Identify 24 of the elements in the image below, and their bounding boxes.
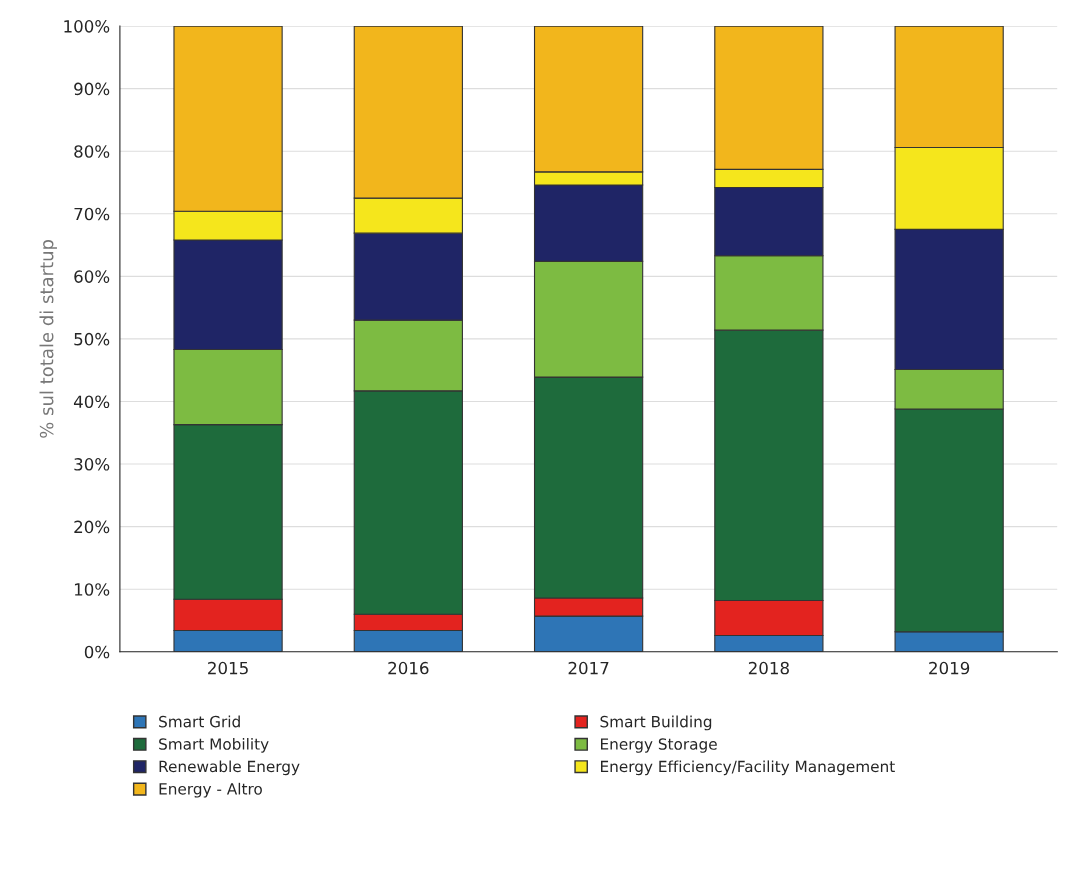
x-tick-label: 2018	[748, 661, 789, 675]
legend-label: Renewable Energy	[159, 760, 300, 776]
y-tick-label: 80%	[74, 145, 110, 158]
y-tick-label: 90%	[74, 82, 110, 96]
y-tick-label: 60%	[74, 270, 110, 283]
y-tick-label: 50%	[74, 332, 110, 346]
legend-label: Energy Storage	[601, 738, 717, 753]
y-tick-label: 0%	[84, 645, 110, 659]
y-tick-label: 100%	[64, 20, 110, 33]
legend-label: Smart Building	[600, 715, 712, 731]
y-tick-label: 40%	[73, 395, 110, 409]
y-tick-label: 20%	[74, 520, 110, 534]
x-tick-label: 2016	[388, 661, 429, 675]
legend-label: Smart Mobility	[159, 737, 269, 753]
x-tick-label: 2019	[929, 661, 970, 675]
x-tick-label: 2017	[568, 661, 609, 675]
y-axis-title: % sul totale di startup	[39, 239, 57, 438]
y-tick-label: 30%	[74, 458, 110, 471]
legend-label: Energy - Altro	[159, 782, 262, 798]
y-tick-label: 10%	[74, 583, 110, 596]
legend-label: Smart Grid	[159, 715, 240, 728]
y-tick-label: 70%	[74, 207, 110, 221]
x-tick-label: 2015	[208, 661, 248, 675]
legend-label: Energy Efficiency/Facility Management	[601, 760, 895, 776]
